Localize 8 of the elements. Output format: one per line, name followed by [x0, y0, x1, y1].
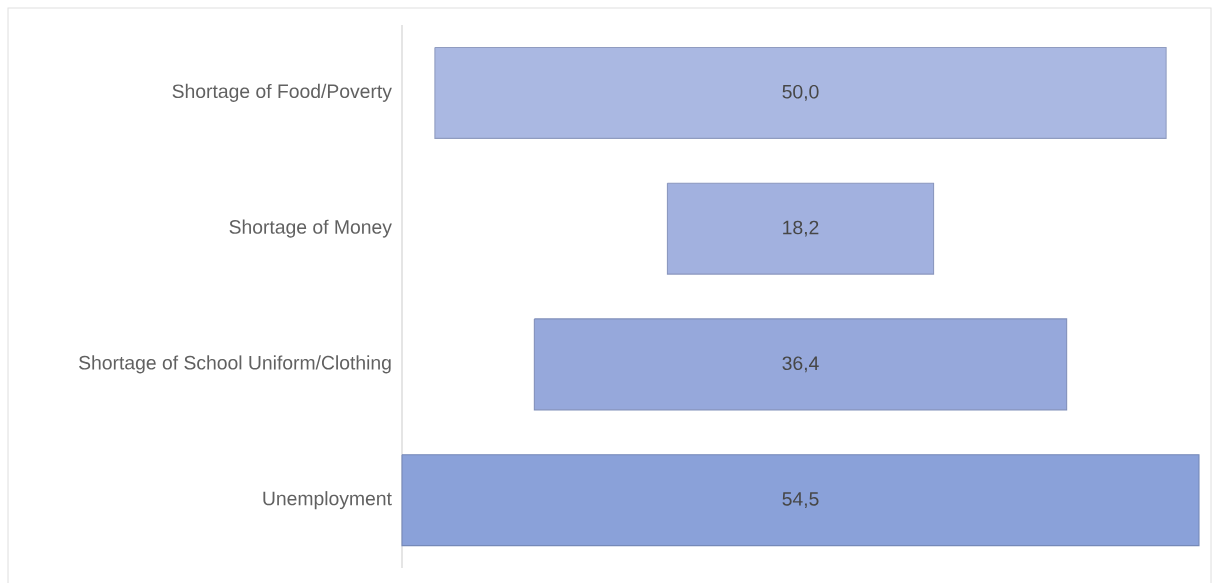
data-label: 50,0	[782, 84, 819, 101]
data-label: 54,5	[782, 492, 819, 509]
data-label: 18,2	[783, 220, 819, 237]
category-label: Shortage of School Uniform/Clothing	[79, 355, 391, 374]
category-label: Shortage of Money	[229, 219, 392, 238]
category-label: Shortage of Food/Poverty	[172, 83, 392, 102]
category-label: Unemployment	[263, 491, 392, 510]
data-label: 36,4	[782, 356, 819, 373]
